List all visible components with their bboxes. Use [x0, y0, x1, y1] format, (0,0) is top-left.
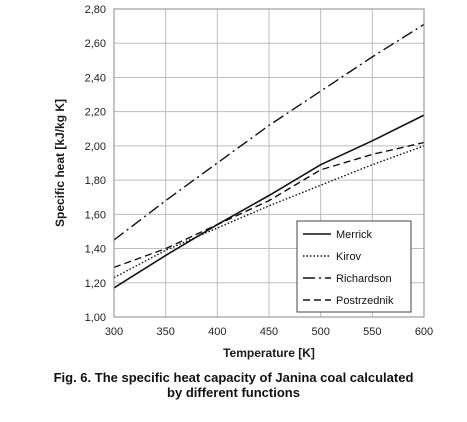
x-tick-label: 600 [415, 326, 433, 338]
y-tick-label: 2,20 [85, 107, 106, 119]
legend: Merrick Kirov Richardson Postrzednik [296, 220, 412, 313]
x-tick-label: 350 [156, 326, 174, 338]
line-chart: 300 350 400 450 500 550 600 1,00 1,20 1,40 1,60 1,8… [0, 0, 467, 370]
figure-caption: Fig. 6. The specific heat capacity of Ja… [0, 370, 467, 400]
y-tick-label: 2,40 [85, 72, 106, 84]
y-tick-label: 1,60 [85, 209, 106, 221]
tick-labels: 300 350 400 450 500 550 600 1,00 1,20 1,40 1,60 1,8… [85, 4, 434, 338]
y-tick-label: 2,80 [85, 4, 106, 16]
legend-label-kirov: Kirov [336, 251, 362, 263]
legend-label-postrzednik: Postrzednik [336, 295, 394, 307]
legend-box [296, 220, 412, 313]
caption-line-1: Fig. 6. The specific heat capacity of Ja… [53, 370, 414, 385]
x-tick-label: 300 [105, 326, 123, 338]
legend-label-merrick: Merrick [336, 229, 373, 241]
y-axis-title: Specific heat [kJ/kg K] [53, 99, 67, 227]
y-tick-label: 2,60 [85, 38, 106, 50]
y-tick-label: 1,20 [85, 278, 106, 290]
series-line-merrick [113, 114, 425, 289]
x-tick-label: 550 [363, 326, 381, 338]
series-line-postrzednik [113, 141, 425, 269]
y-tick-label: 1,80 [85, 175, 106, 187]
chart-background [0, 0, 467, 370]
y-tick-label: 1,00 [85, 312, 106, 324]
x-tick-label: 450 [260, 326, 278, 338]
caption-line-2: by different functions [167, 385, 300, 400]
x-axis-title: Temperature [K] [223, 346, 315, 360]
y-tick-label: 2,00 [85, 141, 106, 153]
y-tick-label: 1,40 [85, 244, 106, 256]
x-tick-label: 400 [208, 326, 226, 338]
x-tick-label: 500 [311, 326, 329, 338]
legend-label-richardson: Richardson [336, 273, 392, 285]
series-lines [113, 23, 425, 289]
plot-frame [113, 8, 425, 318]
series-line-richardson [113, 23, 425, 241]
